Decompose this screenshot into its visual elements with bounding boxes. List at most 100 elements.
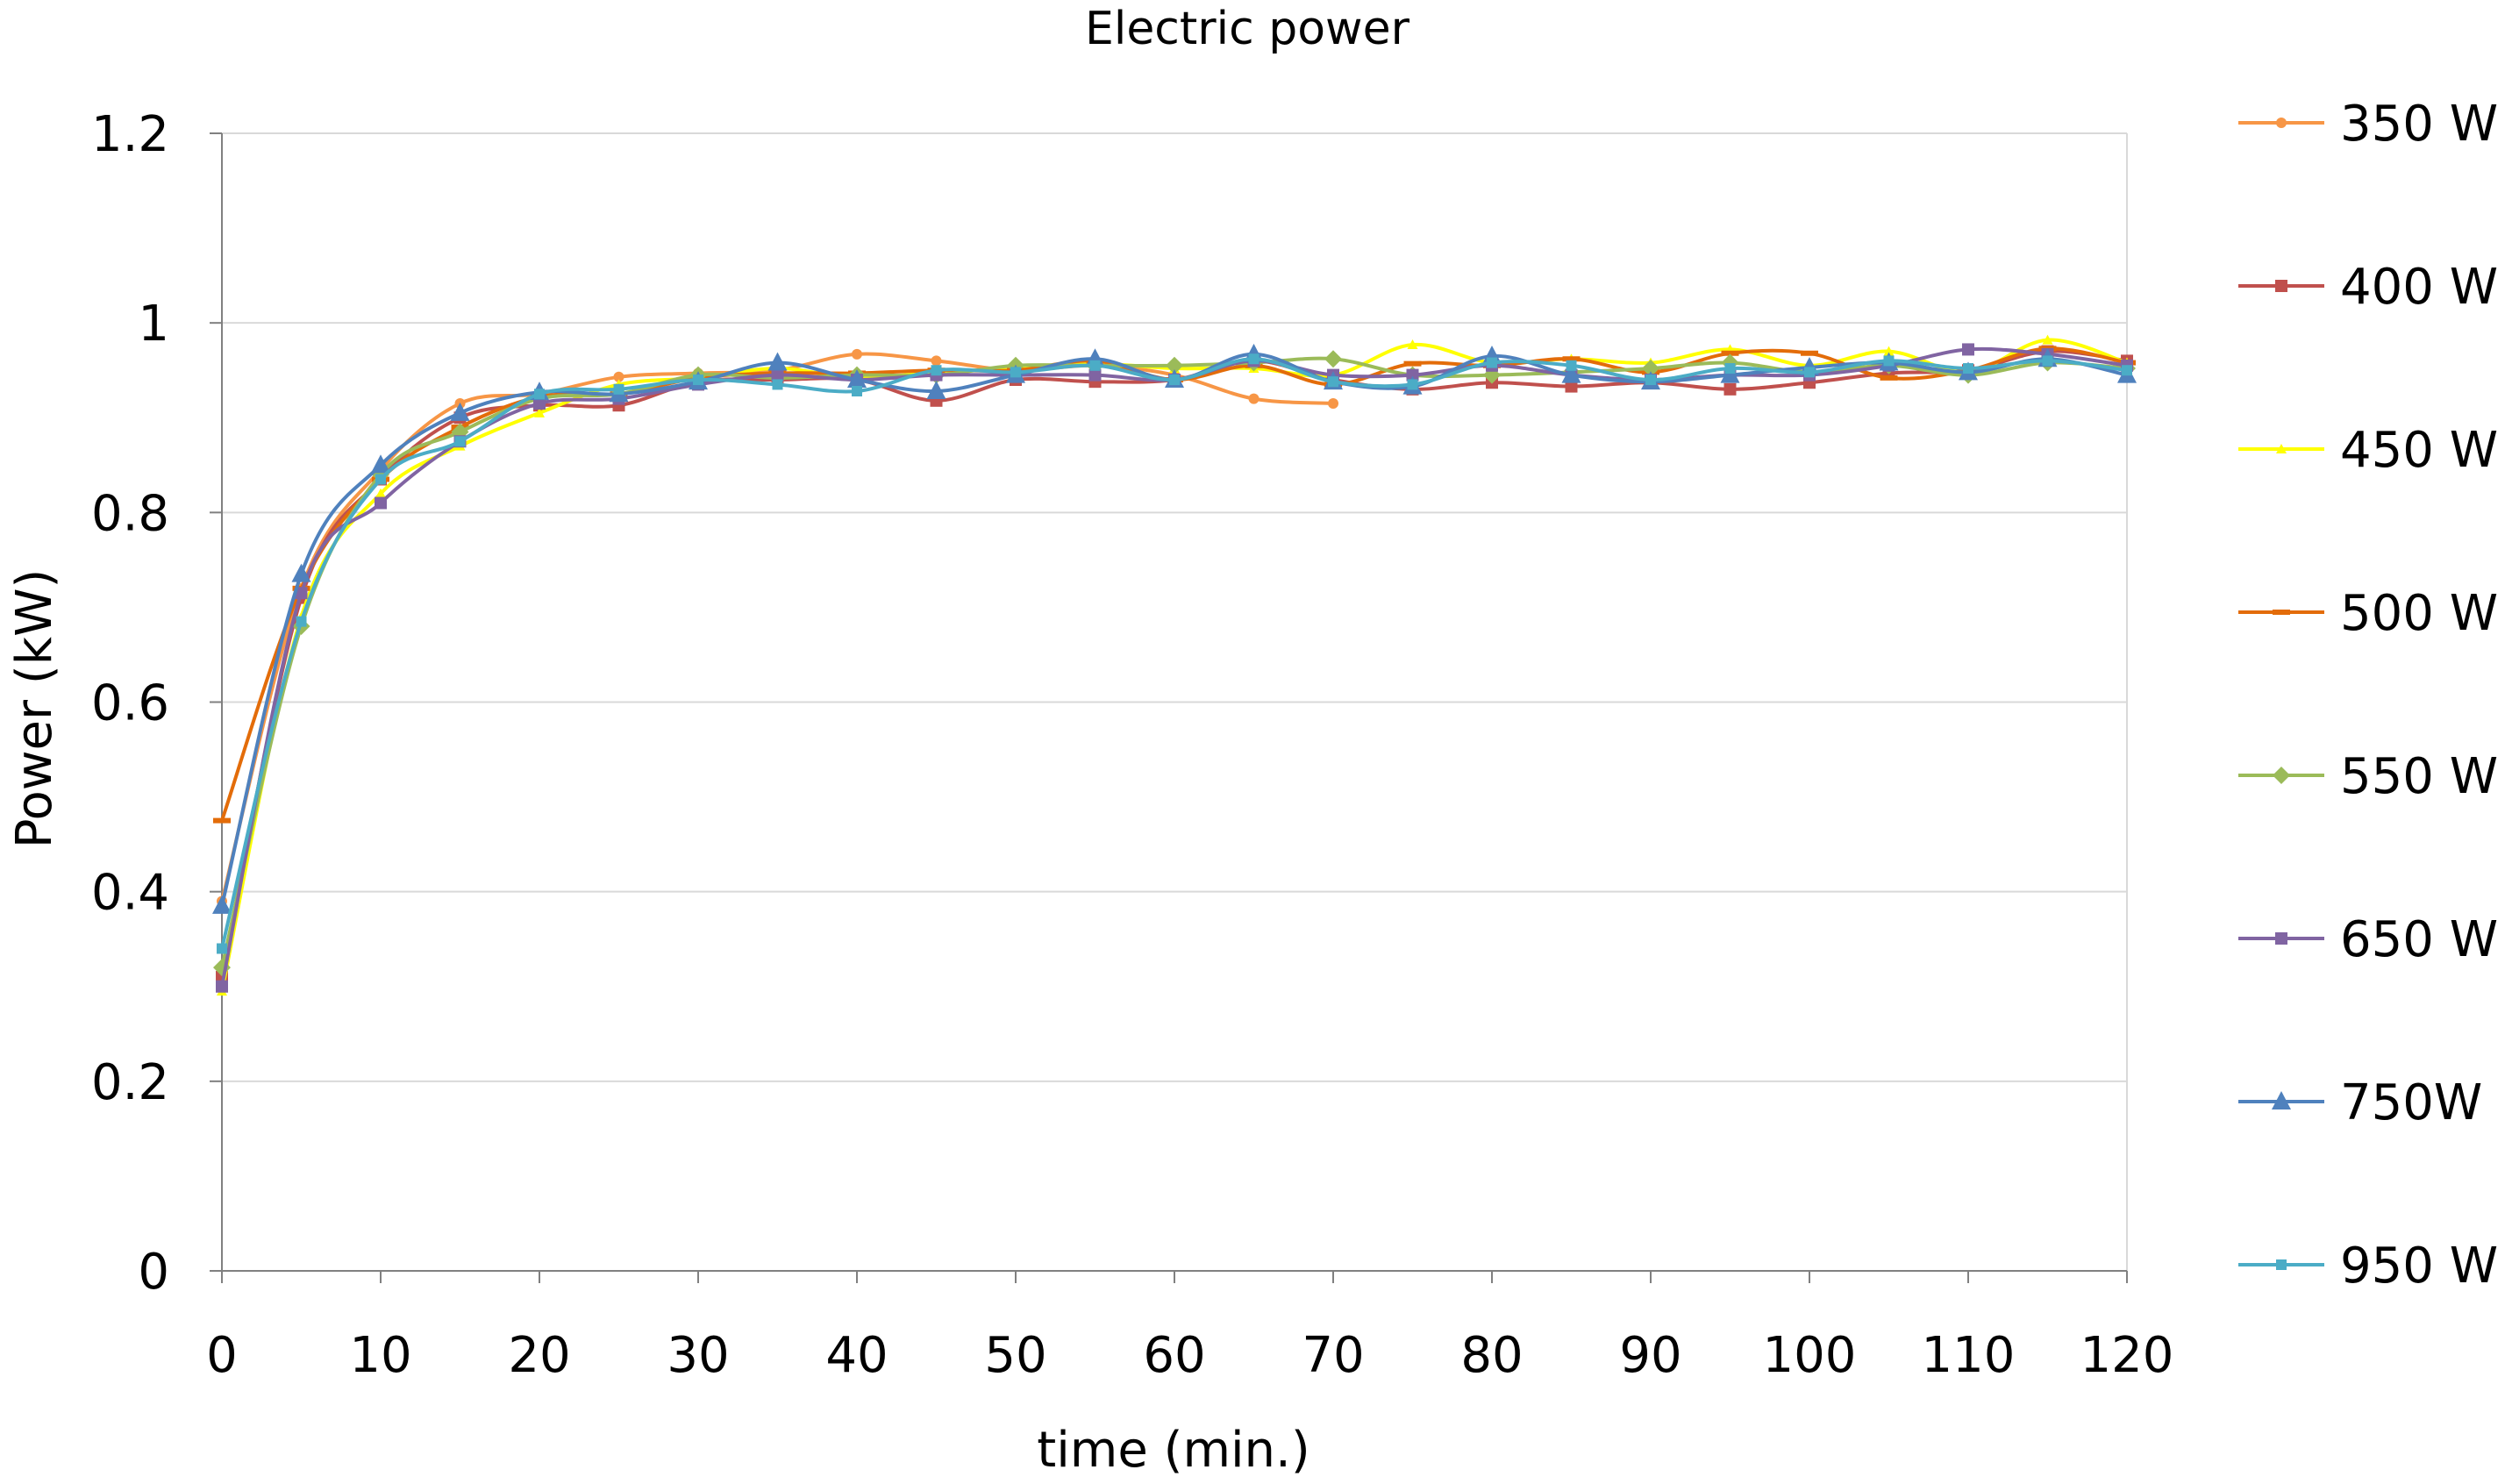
x-tick-label-6: 60	[1143, 1327, 1205, 1384]
data-point-650w-110	[1962, 343, 1974, 356]
data-point-500w-105	[1880, 375, 1898, 381]
data-point-950w-45	[931, 365, 942, 376]
legend-marker-750w	[2272, 1091, 2291, 1109]
data-point-950w-30	[693, 375, 703, 386]
x-tick-label-10: 100	[1763, 1327, 1857, 1384]
x-tick-label-9: 90	[1619, 1327, 1681, 1384]
data-point-350w-45	[931, 355, 942, 367]
data-point-450w-115	[2042, 334, 2053, 345]
data-point-950w-120	[2122, 365, 2132, 376]
legend-entry-400w: 400 W	[2238, 259, 2498, 316]
legend-label-350w: 350 W	[2340, 96, 2498, 153]
legend-marker-550w	[2273, 767, 2290, 784]
data-point-950w-0	[217, 943, 227, 954]
x-tick-label-3: 30	[667, 1327, 729, 1384]
data-point-650w-55	[1088, 368, 1102, 382]
data-point-650w-75	[1406, 368, 1419, 382]
legend-entry-950w: 950 W	[2238, 1238, 2498, 1295]
legend-marker-650w	[2275, 932, 2287, 945]
x-tick-label-8: 80	[1460, 1327, 1523, 1384]
data-point-950w-70	[1328, 376, 1338, 388]
x-tick-label-5: 50	[984, 1327, 1046, 1384]
data-point-950w-25	[613, 383, 624, 395]
legend-label-450w: 450 W	[2340, 422, 2498, 479]
data-point-350w-65	[1248, 393, 1260, 404]
legend-marker-950w	[2276, 1259, 2287, 1270]
chart-title: Electric power	[1085, 3, 1410, 55]
data-point-950w-50	[1010, 367, 1021, 378]
legend-entry-450w: 450 W	[2238, 422, 2498, 479]
data-point-500w-0	[213, 817, 231, 824]
x-tick-label-2: 20	[508, 1327, 570, 1384]
legend-marker-350w	[2276, 118, 2287, 128]
y-tick-label-4: 0.8	[91, 485, 169, 542]
data-point-350w-70	[1328, 398, 1338, 410]
data-point-650w-35	[771, 368, 784, 382]
legend-entry-550w: 550 W	[2238, 748, 2498, 805]
data-point-750w-35	[767, 352, 788, 371]
data-point-650w-10	[375, 496, 387, 510]
legend-entry-350w: 350 W	[2238, 96, 2498, 153]
gridlines	[222, 132, 2128, 1271]
data-point-450w-20	[534, 407, 545, 417]
y-tick-label-6: 1.2	[91, 106, 169, 163]
x-tick-label-7: 70	[1302, 1327, 1364, 1384]
data-point-950w-100	[1804, 367, 1815, 378]
data-point-500w-95	[1721, 350, 1739, 356]
data-point-950w-5	[296, 616, 307, 627]
data-point-750w-5	[291, 563, 311, 582]
data-point-950w-60	[1169, 375, 1180, 386]
data-point-950w-20	[534, 389, 545, 400]
y-tick-label-0: 0	[138, 1244, 169, 1301]
legend-entry-750w: 750W	[2238, 1074, 2482, 1131]
data-point-750w-45	[926, 380, 946, 399]
legend-marker-450w	[2276, 444, 2287, 453]
data-point-500w-75	[1403, 360, 1422, 367]
data-point-450w-10	[375, 488, 386, 498]
axes	[210, 132, 2128, 1283]
legend-entry-650w: 650 W	[2238, 911, 2498, 968]
data-point-750w-95	[1720, 364, 1740, 383]
x-tick-label-11: 110	[1922, 1327, 2016, 1384]
data-point-550w-60	[1166, 356, 1183, 375]
legend-entry-500w: 500 W	[2238, 585, 2498, 642]
data-point-750w-10	[371, 454, 390, 474]
data-point-950w-55	[1089, 360, 1101, 371]
series-line-400w	[220, 349, 2129, 979]
data-point-950w-90	[1645, 375, 1656, 386]
data-series	[212, 334, 2137, 996]
y-tick-label-5: 1	[138, 296, 169, 353]
data-point-750w-15	[450, 402, 470, 421]
legend-label-400w: 400 W	[2340, 259, 2498, 316]
y-tick-label-2: 0.4	[91, 865, 169, 922]
data-point-750w-85	[1561, 364, 1581, 383]
data-point-950w-80	[1487, 357, 1497, 368]
data-point-750w-40	[847, 369, 867, 389]
legend-label-750w: 750W	[2340, 1074, 2482, 1131]
data-point-500w-85	[1562, 356, 1581, 362]
x-tick-label-1: 10	[349, 1327, 411, 1384]
data-point-950w-115	[2042, 355, 2053, 367]
data-point-450w-105	[1883, 346, 1895, 356]
legend-marker-400w	[2275, 280, 2287, 292]
y-tick-label-3: 0.6	[91, 675, 169, 732]
data-point-950w-35	[772, 379, 783, 390]
data-point-950w-95	[1724, 363, 1736, 375]
legend: 350 W 400 W 450 W 500 W 550 W 650 W 750W 950 W	[2238, 96, 2498, 1295]
data-point-750w-0	[212, 895, 232, 914]
data-point-950w-65	[1248, 353, 1260, 365]
data-point-550w-70	[1324, 350, 1342, 368]
data-point-400w-85	[1565, 380, 1578, 393]
data-point-950w-110	[1963, 363, 1973, 375]
data-point-950w-105	[1883, 355, 1895, 367]
x-tick-label-12: 120	[2080, 1327, 2174, 1384]
x-tick-label-0: 0	[206, 1327, 238, 1384]
y-axis-label: Power (kW)	[6, 569, 63, 849]
data-point-350w-25	[613, 371, 624, 382]
data-point-950w-75	[1407, 379, 1418, 390]
data-point-550w-90	[1642, 360, 1659, 378]
data-point-400w-95	[1723, 382, 1737, 396]
data-point-350w-40	[852, 348, 862, 360]
